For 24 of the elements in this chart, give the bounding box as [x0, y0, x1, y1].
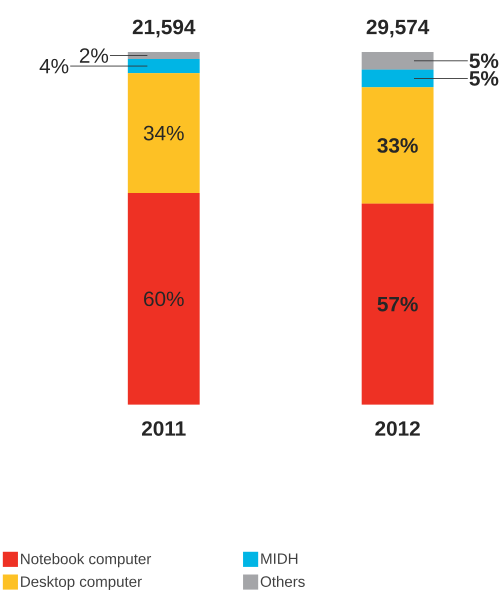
data-label: 34% [144, 126, 184, 140]
bar [128, 52, 200, 60]
data-label: 60% [144, 292, 184, 306]
data-label: 33% [377, 138, 418, 153]
bar [362, 87, 434, 204]
x-tick-label: 2011 [142, 421, 186, 436]
bar [128, 59, 200, 74]
data-label: 2% [80, 48, 108, 63]
legend-label: Others [260, 576, 305, 587]
legend-label: MIDH [261, 553, 298, 564]
legend-label: Notebook computer [21, 553, 152, 568]
bar [362, 52, 434, 70]
bar [128, 193, 200, 405]
bar [362, 70, 434, 88]
annotation: 29,574 [366, 20, 430, 38]
annotation: 21,594 [132, 20, 196, 38]
x-tick-label: 2012 [375, 421, 420, 436]
data-label: 4% [40, 58, 68, 74]
legend-label: Desktop computer [21, 576, 142, 590]
data-label: 5% [470, 54, 498, 68]
data-label: 5% [470, 71, 498, 86]
data-label: 57% [378, 296, 418, 312]
bar [362, 204, 434, 405]
bar [128, 73, 200, 194]
